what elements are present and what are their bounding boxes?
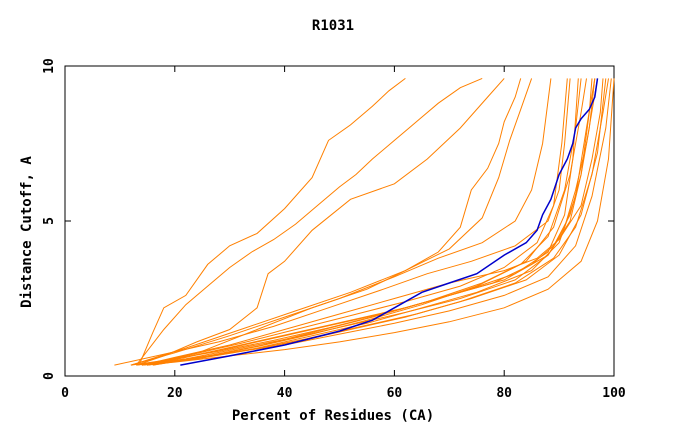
- x-tick-label: 100: [602, 386, 626, 401]
- y-axis-label: Distance Cutoff, A: [19, 156, 35, 308]
- x-tick-label: 20: [167, 386, 183, 401]
- series-line: [147, 78, 522, 366]
- y-tick-label: 5: [42, 217, 57, 225]
- highlight-layer: [180, 78, 599, 366]
- y-tick-label: 10: [42, 58, 57, 74]
- series-line: [138, 78, 406, 366]
- series-line: [152, 78, 596, 366]
- x-tick-label: 80: [496, 386, 512, 401]
- series-line: [114, 78, 571, 366]
- y-axis: 0 5 10: [42, 58, 614, 380]
- series-line: [141, 78, 615, 366]
- series-line: [136, 78, 612, 366]
- series-line: [141, 78, 609, 366]
- x-tick-label: 0: [61, 386, 69, 401]
- series-line: [136, 77, 483, 366]
- series-line: [136, 78, 505, 366]
- series-line: [141, 78, 598, 366]
- x-tick-label: 60: [387, 386, 403, 401]
- chart-title: R1031: [312, 18, 354, 34]
- series-line: [147, 78, 607, 366]
- series-line: [130, 78, 533, 366]
- highlight-series-line: [180, 78, 599, 366]
- series-line: [141, 78, 604, 366]
- series-line: [130, 78, 552, 366]
- x-axis: 0 20 40 60 80 100: [61, 66, 626, 401]
- series-line: [152, 78, 587, 366]
- series-layer: [114, 77, 615, 366]
- series-line: [130, 78, 596, 366]
- x-axis-label: Percent of Residues (CA): [232, 408, 434, 424]
- x-tick-label: 40: [277, 386, 293, 401]
- y-tick-label: 0: [42, 372, 57, 380]
- series-line: [147, 78, 568, 366]
